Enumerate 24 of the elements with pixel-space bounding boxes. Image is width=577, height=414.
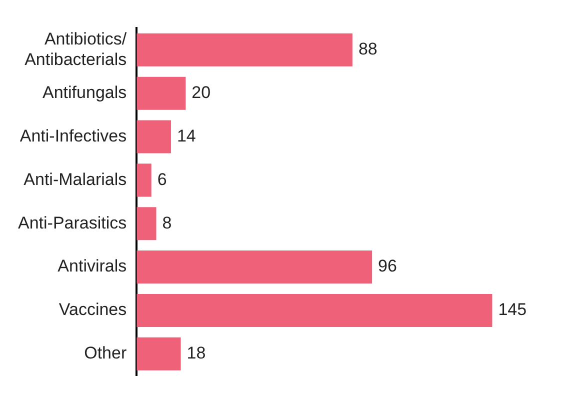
bar (136, 250, 372, 284)
y-tick-label: Anti-Infectives (20, 126, 127, 146)
bar (136, 33, 352, 66)
data-label: 96 (378, 256, 397, 276)
y-tick-label: Antifungals (42, 83, 127, 102)
data-label: 8 (162, 213, 172, 232)
y-tick-label: Other (84, 344, 127, 363)
y-tick-label: Antibiotics/ Antibacterials (24, 29, 127, 69)
bar (136, 76, 186, 110)
data-label: 88 (358, 40, 378, 59)
bar (136, 294, 492, 327)
y-tick-label: Anti-Parasitics (18, 213, 127, 232)
data-label: 20 (192, 83, 211, 102)
bar (136, 337, 181, 370)
bar (136, 164, 152, 197)
y-tick-label: Anti-Malarials (24, 170, 127, 189)
y-tick-label: Antivirals (58, 256, 127, 276)
bar (136, 120, 171, 154)
data-label: 18 (186, 344, 206, 363)
bar (136, 207, 156, 240)
y-tick-label: Vaccines (58, 300, 127, 320)
data-label: 145 (498, 300, 527, 320)
data-label: 6 (157, 170, 167, 189)
data-label: 14 (176, 126, 196, 146)
